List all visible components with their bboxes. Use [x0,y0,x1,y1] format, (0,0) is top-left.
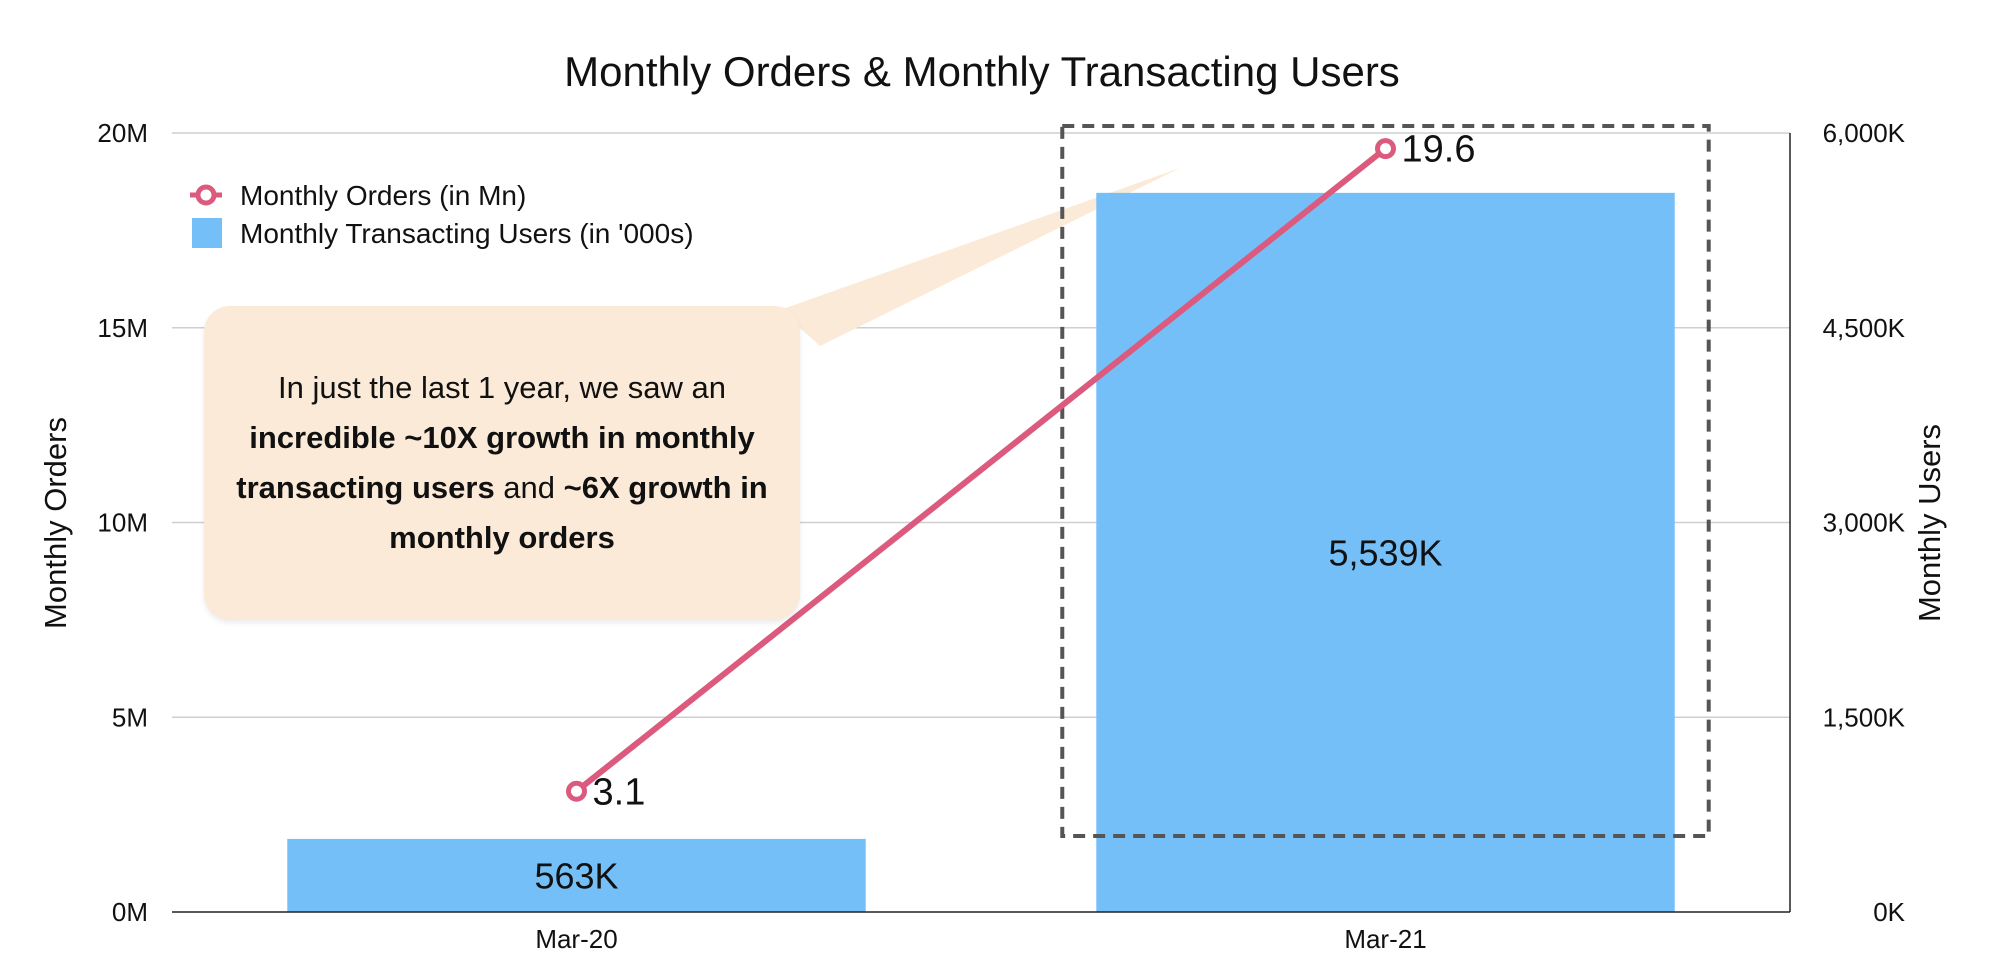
y-left-tick-label: 0M [112,897,148,927]
y-right-tick-label: 0K [1873,897,1905,927]
chart-title: Monthly Orders & Monthly Transacting Use… [564,48,1400,95]
legend-orders-label: Monthly Orders (in Mn) [240,180,526,211]
legend-users-label: Monthly Transacting Users (in '000s) [240,218,694,249]
x-tick-label: Mar-20 [535,924,617,954]
annotation-text: In just the last 1 year, we saw an incre… [222,363,782,563]
y-left-tick-label: 15M [97,313,148,343]
orders-line [574,146,1388,794]
y-right-tick-label: 1,500K [1823,702,1906,732]
y-left-axis-title: Monthly Orders [38,417,73,629]
y-left-tick-label: 5M [112,702,148,732]
axes: 0M 5M 10M 15M 20M 0K 1,500K 3,000K 4,500K 6,000K M… [38,118,1947,954]
bar-value-label: 5,539K [1328,532,1442,573]
highlight-box [1060,124,1711,838]
data-labels: 563K 5,539K 3.1 19.6 [534,129,1475,897]
y-right-tick-label: 4,500K [1823,313,1906,343]
y-right-tick-label: 3,000K [1823,508,1906,538]
y-right-axis-title: Monthly Users [1912,424,1947,622]
annotation-line1: In just the last 1 year, we saw an [277,370,727,405]
orders-value-label: 19.6 [1402,129,1476,171]
bar-value-label: 563K [534,855,618,896]
callout-pointer [780,168,1180,346]
bar-series [287,192,1675,913]
legend-marker-icon [195,184,217,206]
bar [1096,192,1675,913]
y-right-tick-label: 6,000K [1823,118,1906,148]
orders-value-label: 3.1 [593,771,646,813]
orders-point [1375,138,1396,160]
annotation-mid: and [494,470,564,505]
orders-point [566,780,587,802]
y-left-tick-label: 10M [97,508,148,538]
x-tick-label: Mar-21 [1344,924,1426,954]
legend-bar-swatch [192,218,222,248]
legend: Monthly Orders (in Mn) Monthly Transacti… [190,180,694,249]
bar [287,838,866,912]
line-series [566,138,1396,802]
y-left-tick-label: 20M [97,118,148,148]
annotation-callout: In just the last 1 year, we saw an incre… [204,306,800,620]
annotation-bold2: ~6X growth in monthly orders [389,470,768,555]
annotation-bold1: incredible ~10X growth in monthly transa… [236,420,755,505]
